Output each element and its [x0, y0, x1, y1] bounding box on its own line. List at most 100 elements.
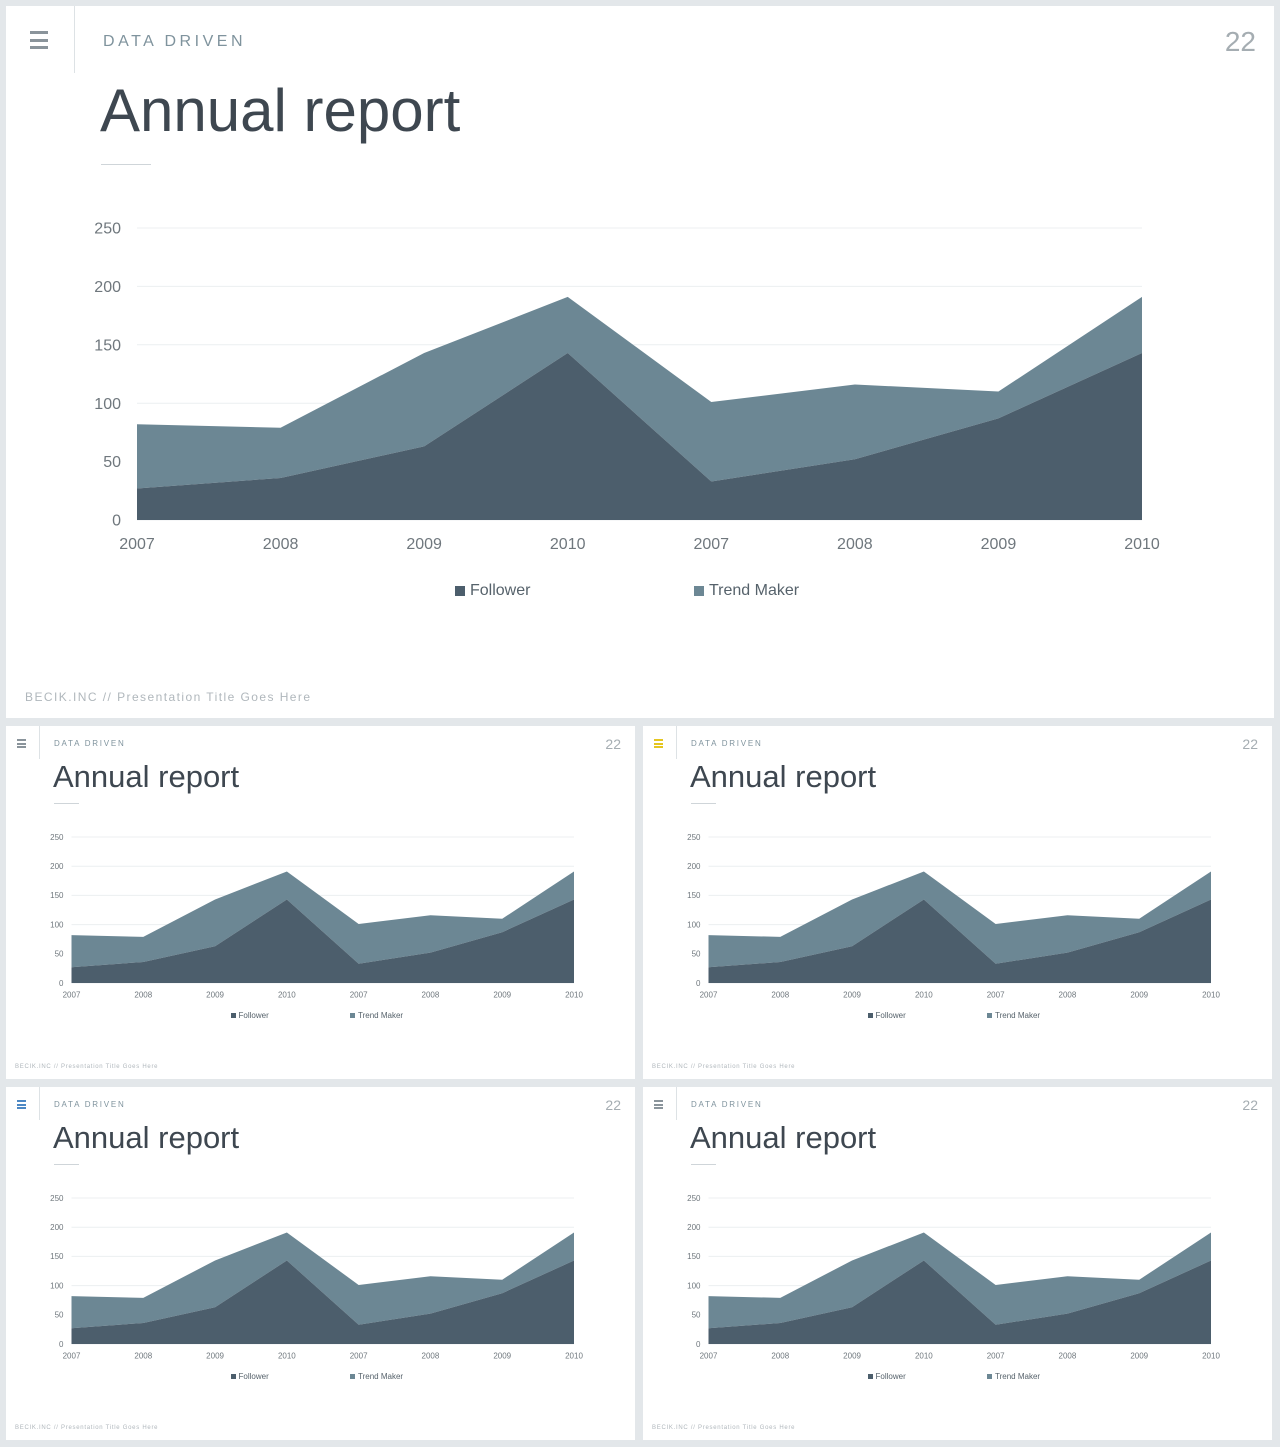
legend-swatch-trend-maker: [350, 1374, 355, 1379]
menu-icon[interactable]: [654, 1100, 663, 1109]
x-tick-label: 2010: [278, 991, 296, 1000]
legend-label-trend-maker: Trend Maker: [995, 1011, 1041, 1020]
area-chart: 0 50 100 150 200 250 2007 2008 2009 2010 2007 2008 2…: [94, 221, 1160, 553]
area-chart: 0 50 100 150 200 250 2007 2008 2009 2010 2007 2008 2…: [687, 833, 1220, 1000]
slide-thumbnail-4[interactable]: DATA DRIVEN 22 Annual report 0 50 100 150 20…: [643, 1087, 1272, 1440]
area-chart: 0 50 100 150 200 250 2007 2008 2009 2010 2007 2008 2…: [687, 1194, 1220, 1361]
page-number: 22: [1224, 26, 1256, 57]
legend-label-trend-maker: Trend Maker: [995, 1372, 1041, 1381]
page-number: 22: [605, 1097, 621, 1113]
header-divider: [676, 1087, 677, 1120]
page-number: 22: [605, 736, 621, 752]
y-tick-label: 150: [50, 891, 64, 900]
legend-follower: Follower: [230, 1011, 269, 1020]
slide-footer: BECIK.INC // Presentation Title Goes Her…: [15, 1425, 159, 1431]
slide-title: Annual report: [100, 77, 461, 144]
menu-icon[interactable]: [30, 31, 48, 49]
y-tick-label: 200: [50, 862, 64, 871]
x-tick-label: 2007: [350, 1352, 368, 1361]
title-underline: [691, 1164, 716, 1165]
y-tick-label: 150: [687, 891, 701, 900]
x-tick-label: 2008: [422, 1352, 440, 1361]
slide-title: Annual report: [690, 759, 877, 794]
x-tick-label: 2007: [700, 1352, 718, 1361]
legend-swatch-follower: [867, 1374, 873, 1379]
y-tick-label: 0: [59, 979, 64, 988]
series-area-follower: [137, 352, 1142, 520]
page-number: 22: [1242, 1097, 1258, 1113]
legend-label-follower: Follower: [875, 1011, 906, 1020]
legend-swatch-follower: [867, 1013, 873, 1018]
y-tick-label: 50: [692, 950, 701, 959]
series-area-trend-maker: [137, 296, 1142, 489]
slide-footer: BECIK.INC // Presentation Title Goes Her…: [652, 1425, 796, 1431]
y-tick-label: 100: [94, 396, 121, 413]
y-tick-label: 250: [94, 221, 121, 238]
slide-title: Annual report: [690, 1120, 877, 1155]
legend-label-follower: Follower: [875, 1372, 906, 1381]
page-number: 22: [1242, 736, 1258, 752]
series-area-follower: [71, 1260, 574, 1344]
legend-trend-maker: Trend Maker: [987, 1011, 1040, 1020]
section-kicker: DATA DRIVEN: [103, 33, 247, 50]
title-underline: [101, 164, 151, 165]
y-tick-label: 200: [94, 279, 121, 296]
x-tick-label: 2009: [981, 536, 1017, 553]
x-tick-label: 2010: [1202, 991, 1220, 1000]
series-area-trend-maker: [708, 1232, 1211, 1329]
section-kicker: DATA DRIVEN: [54, 1100, 126, 1109]
slide-footer: BECIK.INC // Presentation Title Goes Her…: [25, 690, 312, 704]
series-area-follower: [708, 899, 1211, 983]
x-tick-label: 2009: [206, 991, 224, 1000]
y-tick-label: 250: [50, 833, 64, 842]
y-tick-label: 200: [687, 1223, 701, 1232]
header-divider: [676, 726, 677, 759]
series-area-follower: [708, 1260, 1211, 1344]
y-tick-label: 50: [55, 950, 64, 959]
series-area-trend-maker: [71, 871, 574, 968]
legend-swatch-trend-maker: [987, 1374, 992, 1379]
x-tick-label: 2007: [693, 536, 729, 553]
y-tick-label: 100: [50, 920, 64, 929]
x-tick-label: 2009: [206, 1352, 224, 1361]
legend-label-follower: Follower: [238, 1372, 269, 1381]
x-tick-label: 2010: [915, 991, 933, 1000]
x-tick-label: 2010: [565, 1352, 583, 1361]
legend-follower: Follower: [455, 582, 530, 600]
menu-icon[interactable]: [654, 739, 663, 748]
legend-label-trend-maker: Trend Maker: [709, 582, 800, 599]
x-tick-label: 2009: [843, 991, 861, 1000]
slide-footer: BECIK.INC // Presentation Title Goes Her…: [652, 1064, 796, 1070]
slide-thumbnail-1[interactable]: DATA DRIVEN 22 Annual report 0 50 100 150 20…: [6, 726, 635, 1079]
slide-title: Annual report: [53, 759, 240, 794]
x-tick-label: 2007: [119, 536, 155, 553]
x-tick-label: 2010: [1124, 536, 1160, 553]
slide-footer: BECIK.INC // Presentation Title Goes Her…: [15, 1064, 159, 1070]
y-tick-label: 100: [687, 1281, 701, 1290]
area-chart: 0 50 100 150 200 250 2007 2008 2009 2010 2007 2008 2…: [50, 1194, 583, 1361]
legend-swatch-follower: [230, 1374, 236, 1379]
header-divider: [39, 1087, 40, 1120]
slide-thumbnail-2[interactable]: DATA DRIVEN 22 Annual report 0 50 100 150 20…: [643, 726, 1272, 1079]
legend-swatch-trend-maker: [350, 1013, 355, 1018]
x-tick-label: 2007: [700, 991, 718, 1000]
legend-trend-maker: Trend Maker: [350, 1372, 403, 1381]
legend-label-follower: Follower: [238, 1011, 269, 1020]
slide-thumbnail-3[interactable]: DATA DRIVEN 22 Annual report 0 50 100 150 20…: [6, 1087, 635, 1440]
menu-icon[interactable]: [17, 1100, 26, 1109]
series-area-trend-maker: [708, 871, 1211, 968]
x-tick-label: 2010: [565, 991, 583, 1000]
x-tick-label: 2009: [843, 1352, 861, 1361]
y-tick-label: 100: [687, 920, 701, 929]
menu-icon[interactable]: [17, 739, 26, 748]
x-tick-label: 2007: [987, 1352, 1005, 1361]
y-tick-label: 200: [687, 862, 701, 871]
series-area-trend-maker: [71, 1232, 574, 1329]
x-tick-label: 2009: [1130, 1352, 1148, 1361]
y-tick-label: 250: [687, 833, 701, 842]
slide-main[interactable]: DATA DRIVEN 22 Annual report 0 50 100 150 20…: [6, 6, 1274, 718]
title-underline: [54, 803, 79, 804]
x-tick-label: 2009: [493, 1352, 511, 1361]
x-tick-label: 2008: [771, 1352, 789, 1361]
section-kicker: DATA DRIVEN: [691, 1100, 763, 1109]
